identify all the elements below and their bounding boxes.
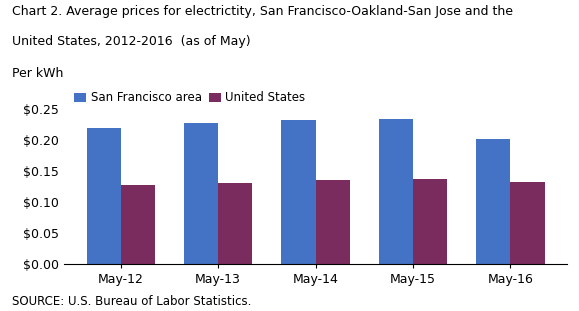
Bar xyxy=(87,128,120,264)
Bar xyxy=(413,179,447,264)
Bar xyxy=(184,123,218,264)
Bar xyxy=(120,185,155,264)
Text: Per kWh: Per kWh xyxy=(12,67,63,80)
Bar xyxy=(511,182,544,264)
Bar xyxy=(218,183,252,264)
Text: United States, 2012-2016  (as of May): United States, 2012-2016 (as of May) xyxy=(12,35,250,48)
Bar xyxy=(477,139,511,264)
Bar xyxy=(281,120,316,264)
Text: Chart 2. Average prices for electrictity, San Francisco-Oakland-San Jose and the: Chart 2. Average prices for electrictity… xyxy=(12,5,512,18)
Text: SOURCE: U.S. Bureau of Labor Statistics.: SOURCE: U.S. Bureau of Labor Statistics. xyxy=(12,295,251,308)
Legend: San Francisco area, United States: San Francisco area, United States xyxy=(69,87,310,109)
Bar xyxy=(316,180,350,264)
Bar xyxy=(379,119,413,264)
